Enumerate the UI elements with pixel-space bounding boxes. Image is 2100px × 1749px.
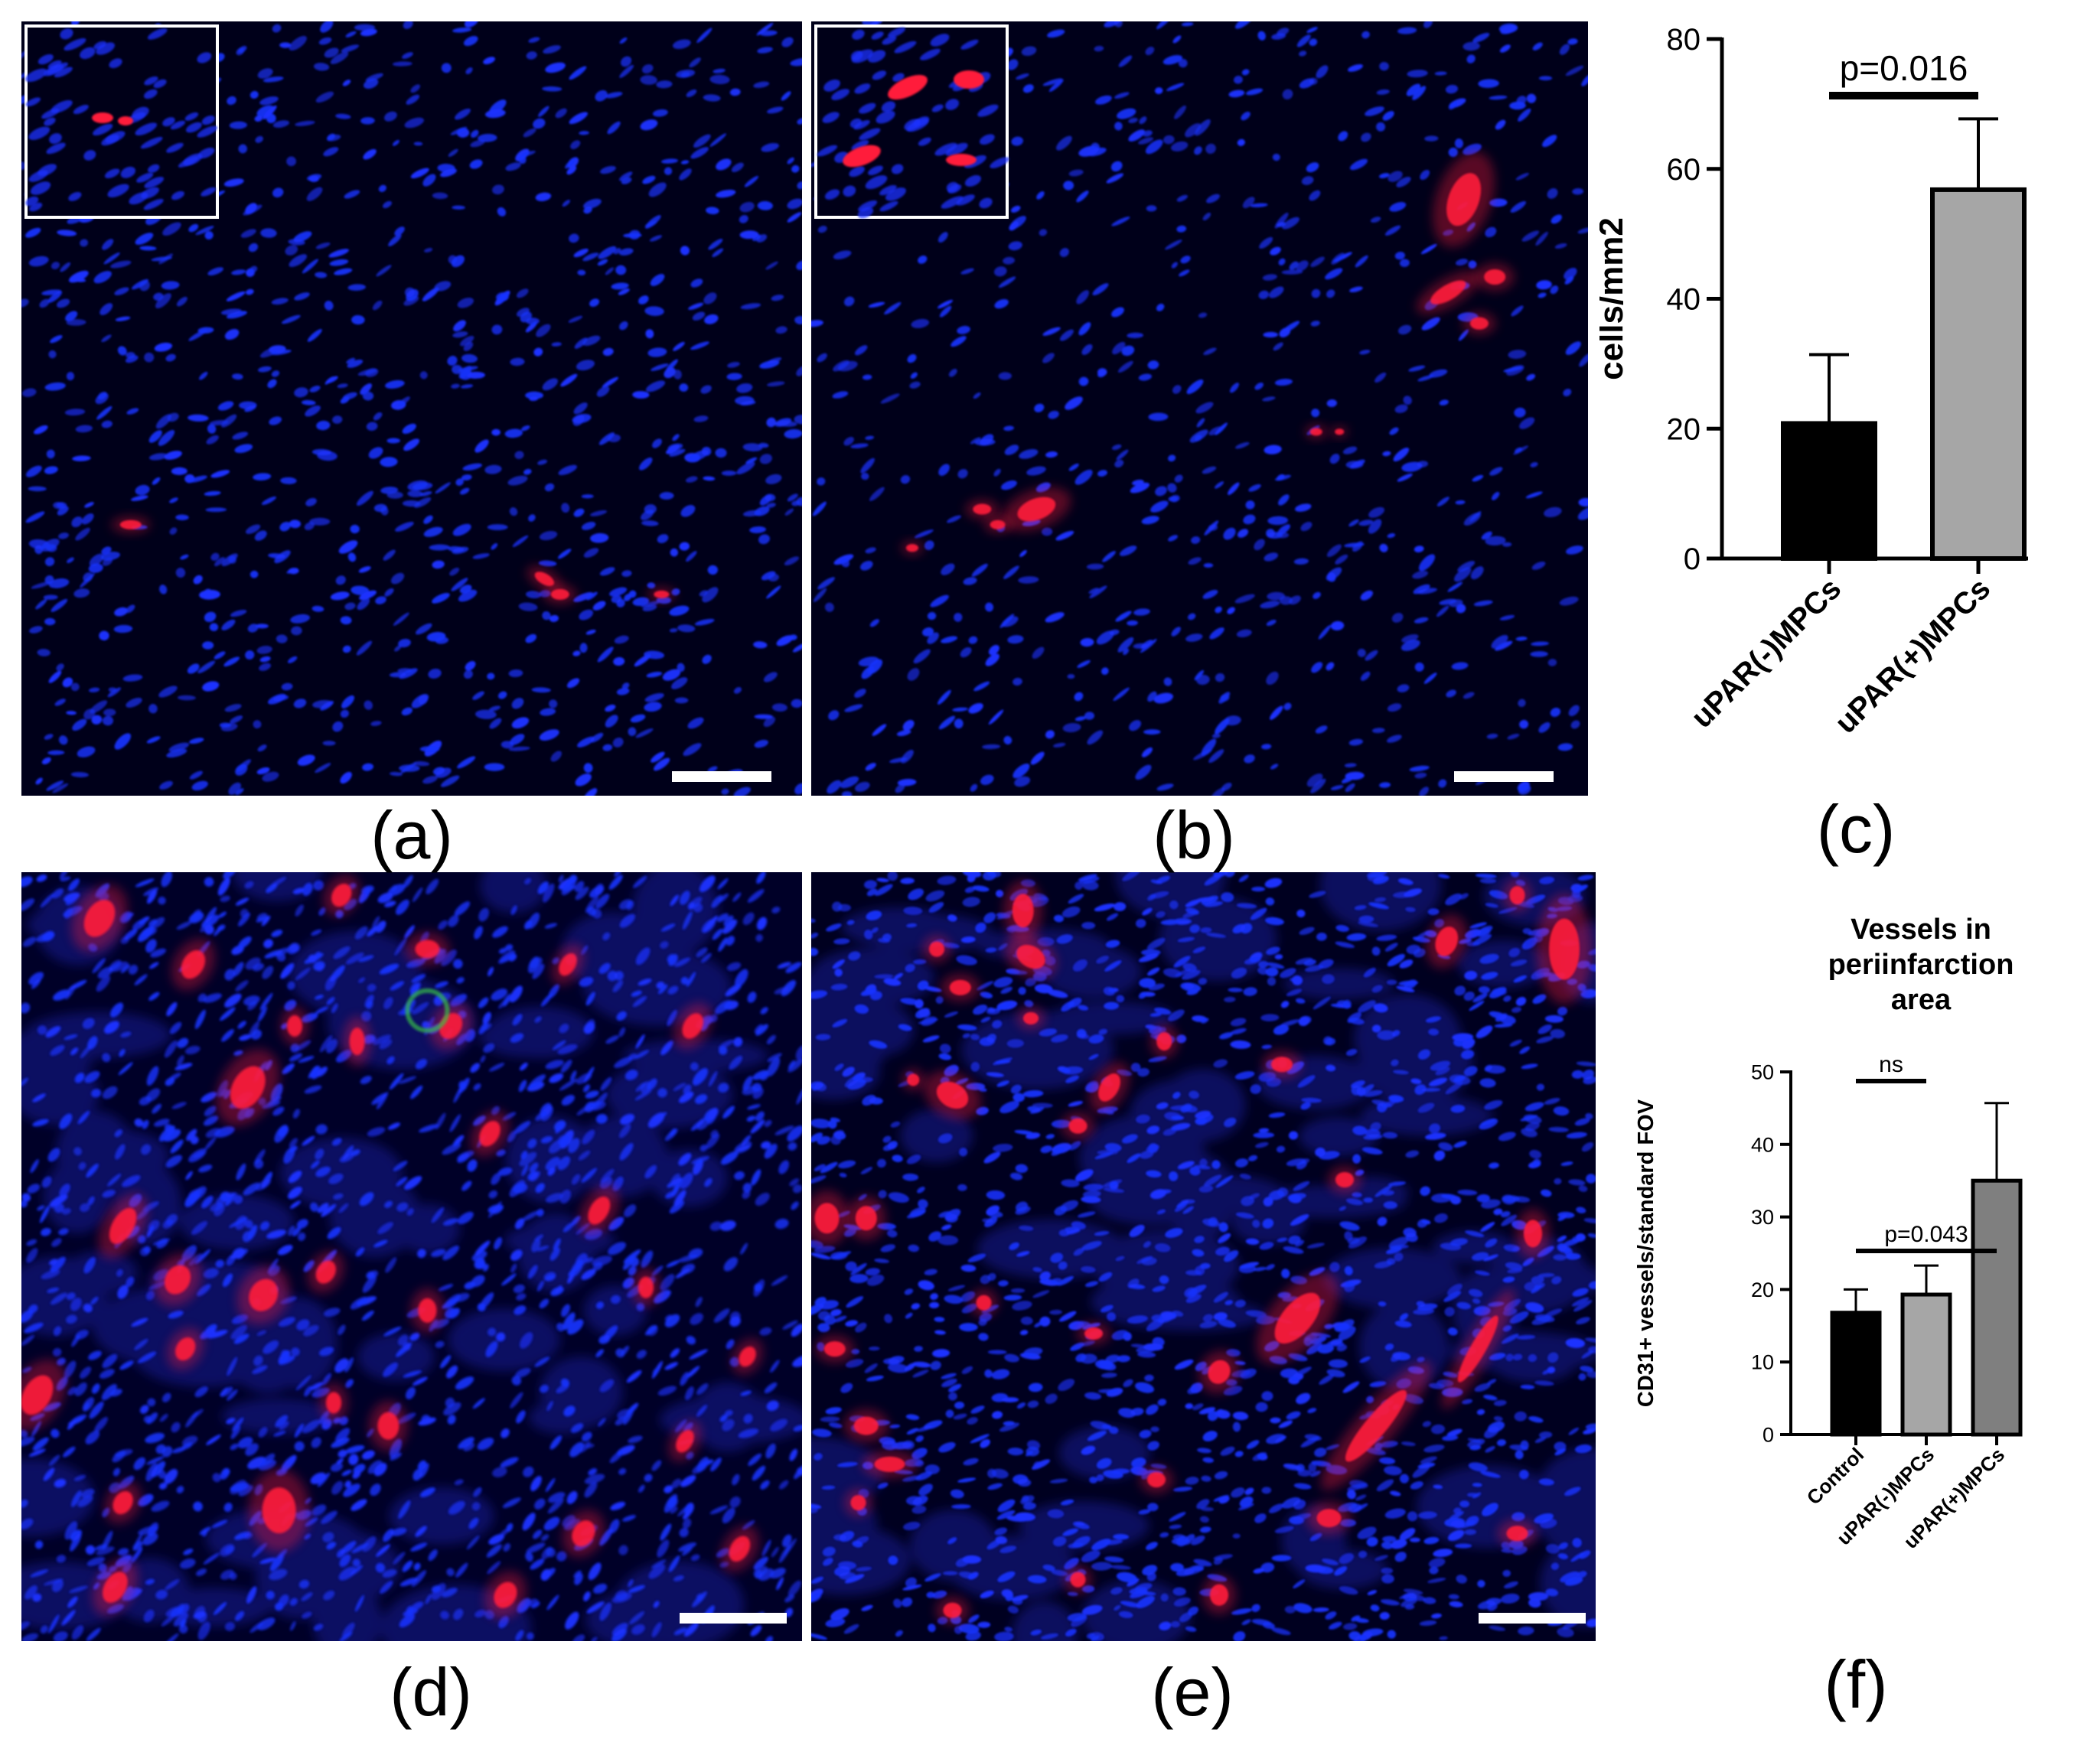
panel-label-d: (d) bbox=[390, 1654, 472, 1730]
nuclei-layer bbox=[21, 872, 802, 1641]
y-tick-label: 10 bbox=[1751, 1351, 1774, 1374]
nuclei-layer bbox=[811, 21, 1588, 796]
y-axis-label: cells/mm2 bbox=[1599, 217, 1630, 380]
y-tick-label: 80 bbox=[1667, 23, 1701, 57]
marker-layer bbox=[901, 151, 1515, 555]
bar-uPAR(-)MPCs bbox=[1781, 421, 1877, 562]
chart-title-line: area bbox=[1891, 984, 1952, 1016]
scale-bar bbox=[1479, 1613, 1586, 1624]
micrograph-e bbox=[811, 872, 1596, 1641]
x-tick-label: Control bbox=[1802, 1443, 1869, 1510]
inset-box bbox=[24, 24, 219, 219]
chart-c: cells/mm2 0 20 40 60 80 uPAR(-)MPCs uPAR(+)MPCs… bbox=[1593, 15, 2089, 811]
marker-layer bbox=[111, 516, 676, 604]
bar-Control bbox=[1830, 1311, 1882, 1437]
inset-box bbox=[814, 24, 1009, 219]
micrograph-d bbox=[21, 872, 802, 1641]
scale-bar bbox=[680, 1613, 787, 1624]
x-tick-label: uPAR(-)MPCs bbox=[1685, 572, 1848, 734]
y-tick-label: 50 bbox=[1751, 1060, 1774, 1083]
chart-title-line: Vessels in bbox=[1851, 914, 1991, 946]
significance-label: p=0.043 bbox=[1884, 1222, 1968, 1247]
panel-label-e: (e) bbox=[1151, 1654, 1234, 1730]
scale-bar bbox=[1454, 771, 1554, 782]
bar-uPAR(+)MPCs bbox=[1971, 1178, 2023, 1437]
chart-title-line: periinfarction bbox=[1828, 949, 2014, 981]
y-tick-label: 30 bbox=[1751, 1206, 1774, 1229]
x-tick-label: uPAR(+)MPCs bbox=[1828, 572, 1997, 740]
y-tick-label: 0 bbox=[1684, 542, 1701, 576]
panel-label-b: (b) bbox=[1153, 797, 1235, 873]
y-tick-label: 40 bbox=[1751, 1133, 1774, 1156]
marker-layer bbox=[21, 874, 763, 1619]
micrograph-d-image bbox=[21, 872, 802, 1641]
panel-label-f: (f) bbox=[1824, 1646, 1888, 1722]
chart-f: Vessels in periinfarction area CD31+ vessel… bbox=[1599, 899, 2089, 1653]
panel-label-c: (c) bbox=[1816, 791, 1896, 867]
marker-layer bbox=[811, 878, 1592, 1624]
significance-label: p=0.016 bbox=[1840, 48, 1968, 88]
nuclei-layer bbox=[21, 21, 802, 796]
bar-uPAR(+)MPCs bbox=[1930, 187, 2027, 561]
y-tick-label: 20 bbox=[1751, 1278, 1774, 1301]
micrograph-a-image bbox=[21, 21, 802, 796]
y-axis-label: CD31+ vessels/standard FOV bbox=[1634, 1099, 1658, 1407]
y-tick-label: 60 bbox=[1667, 153, 1701, 187]
micrograph-b bbox=[811, 21, 1588, 796]
bar-uPAR(-)MPCs bbox=[1900, 1292, 1952, 1437]
panel-label-a: (a) bbox=[370, 797, 453, 873]
y-tick-label: 0 bbox=[1762, 1423, 1774, 1446]
scale-bar bbox=[672, 771, 771, 782]
chart-c-svg: cells/mm2 0 20 40 60 80 uPAR(-)MPCsuPAR(+)MPCs… bbox=[1593, 23, 2028, 740]
micrograph-e-image bbox=[811, 872, 1596, 1641]
significance-label: ns bbox=[1879, 1052, 1903, 1077]
y-tick-label: 40 bbox=[1667, 283, 1701, 317]
micrograph-a bbox=[21, 21, 802, 796]
micrograph-b-image bbox=[811, 21, 1588, 796]
y-tick-label: 20 bbox=[1667, 412, 1701, 446]
